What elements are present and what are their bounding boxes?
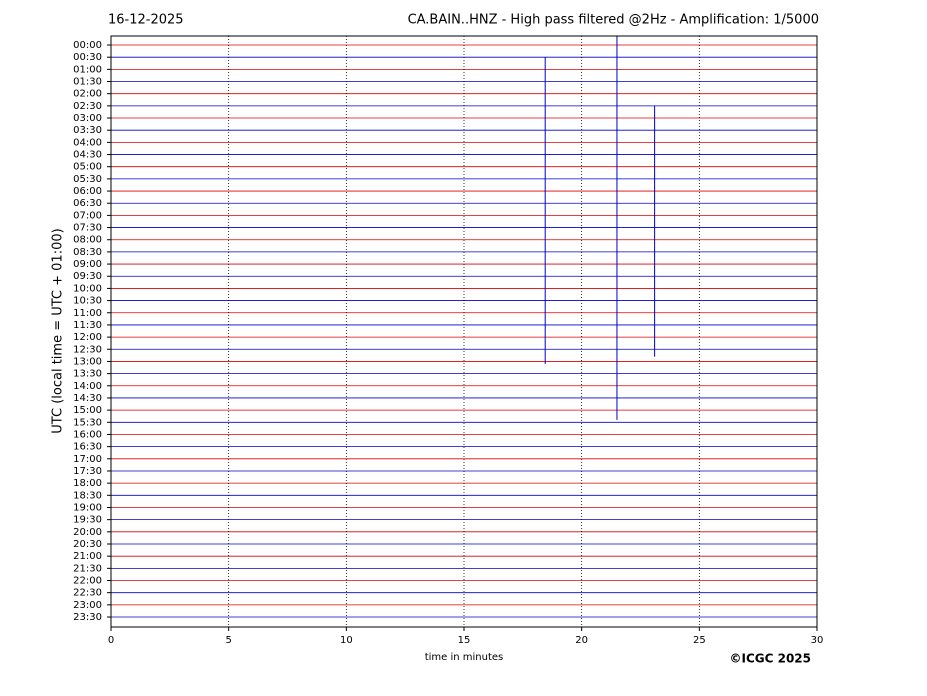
y-tick-label: 03:30 bbox=[73, 125, 102, 136]
credit: ©ICGC 2025 bbox=[729, 652, 811, 666]
y-tick-label: 16:00 bbox=[73, 429, 102, 440]
y-tick-label: 10:30 bbox=[73, 296, 102, 307]
y-tick-label: 20:30 bbox=[73, 539, 102, 550]
x-tick-label: 20 bbox=[575, 635, 588, 646]
y-tick-label: 07:30 bbox=[73, 223, 102, 234]
y-axis-label: UTC (local time = UTC + 01:00) bbox=[51, 228, 66, 433]
x-tick-label: 0 bbox=[108, 635, 114, 646]
y-tick-label: 22:30 bbox=[73, 588, 102, 599]
y-tick-label: 19:00 bbox=[73, 502, 102, 513]
y-tick-label: 15:00 bbox=[73, 405, 102, 416]
y-tick-label: 11:00 bbox=[73, 308, 102, 319]
y-tick-label: 11:30 bbox=[73, 320, 102, 331]
y-tick-label: 06:00 bbox=[73, 186, 102, 197]
y-tick-label: 14:00 bbox=[73, 381, 102, 392]
y-tick-label: 01:00 bbox=[73, 64, 102, 75]
y-tick-label: 09:30 bbox=[73, 271, 102, 282]
y-tick-label: 04:30 bbox=[73, 150, 102, 161]
x-tick-label: 25 bbox=[693, 635, 706, 646]
y-tick-label: 13:00 bbox=[73, 356, 102, 367]
x-tick-label: 30 bbox=[811, 635, 824, 646]
y-tick-label: 17:00 bbox=[73, 454, 102, 465]
y-tick-label: 07:00 bbox=[73, 210, 102, 221]
y-tick-label: 21:00 bbox=[73, 551, 102, 562]
y-tick-label: 12:00 bbox=[73, 332, 102, 343]
y-tick-label: 23:30 bbox=[73, 612, 102, 623]
y-tick-label: 03:00 bbox=[73, 113, 102, 124]
x-axis-label: time in minutes bbox=[425, 652, 504, 663]
y-tick-label: 02:30 bbox=[73, 101, 102, 112]
y-tick-label: 05:00 bbox=[73, 162, 102, 173]
date: 16-12-2025 bbox=[108, 13, 184, 28]
y-tick-label: 09:00 bbox=[73, 259, 102, 270]
y-tick-label: 21:30 bbox=[73, 563, 102, 574]
y-tick-label: 17:30 bbox=[73, 466, 102, 477]
y-tick-label: 14:30 bbox=[73, 393, 102, 404]
y-tick-label: 15:30 bbox=[73, 417, 102, 428]
y-tick-label: 01:30 bbox=[73, 77, 102, 88]
y-tick-label: 16:30 bbox=[73, 442, 102, 453]
x-tick-label: 5 bbox=[225, 635, 231, 646]
y-tick-label: 19:30 bbox=[73, 515, 102, 526]
y-tick-label: 08:00 bbox=[73, 235, 102, 246]
plot-frame bbox=[110, 35, 818, 628]
chart-title: CA.BAIN..HNZ - High pass filtered @2Hz -… bbox=[408, 13, 819, 28]
x-tick-label: 15 bbox=[458, 635, 471, 646]
y-tick-label: 10:00 bbox=[73, 283, 102, 294]
y-tick-label: 18:00 bbox=[73, 478, 102, 489]
y-tick-label: 05:30 bbox=[73, 174, 102, 185]
y-tick-label: 08:30 bbox=[73, 247, 102, 258]
y-tick-label: 12:30 bbox=[73, 344, 102, 355]
y-tick-label: 18:30 bbox=[73, 490, 102, 501]
y-tick-label: 22:00 bbox=[73, 576, 102, 587]
x-tick-label: 10 bbox=[340, 635, 353, 646]
y-tick-label: 04:00 bbox=[73, 137, 102, 148]
y-tick-label: 00:00 bbox=[73, 40, 102, 51]
y-tick-label: 00:30 bbox=[73, 52, 102, 63]
y-tick-label: 20:00 bbox=[73, 527, 102, 538]
y-tick-label: 23:00 bbox=[73, 600, 102, 611]
y-tick-label: 06:30 bbox=[73, 198, 102, 209]
y-tick-label: 02:00 bbox=[73, 89, 102, 100]
y-tick-label: 13:30 bbox=[73, 369, 102, 380]
